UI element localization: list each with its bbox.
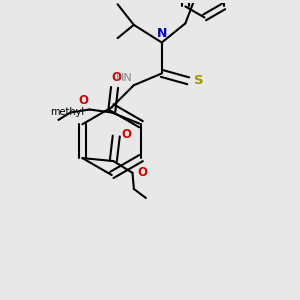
Text: methyl: methyl — [50, 107, 84, 118]
Text: O: O — [111, 71, 121, 84]
Text: O: O — [138, 166, 148, 179]
Text: N: N — [157, 28, 167, 40]
Text: O: O — [78, 94, 88, 107]
Text: S: S — [194, 74, 203, 87]
Text: HN: HN — [116, 73, 132, 83]
Text: O: O — [122, 128, 132, 141]
